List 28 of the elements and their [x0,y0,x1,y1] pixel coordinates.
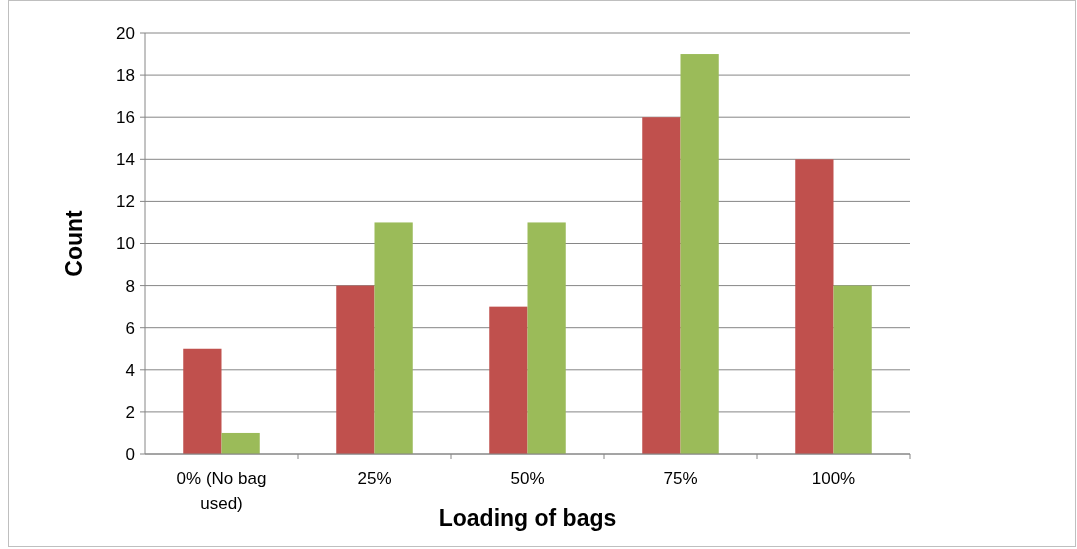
bar [680,54,719,454]
y-tick-label: 20 [116,23,135,43]
bar [642,117,681,454]
x-tick-label: 0% (No bag used) [176,469,267,513]
y-tick-label: 0 [125,444,135,464]
y-tick-label: 10 [116,234,135,254]
bar [527,222,566,454]
x-axis-title: Loading of bags [438,505,617,531]
y-tick-label: 12 [116,192,135,212]
y-tick-label: 16 [116,108,135,128]
bar [336,285,375,454]
y-tick-label: 8 [125,276,135,296]
x-tick-label: 25% [357,469,392,488]
y-tick-label: 2 [125,402,135,422]
x-tick-label: 100% [811,469,856,488]
bar [183,348,222,454]
bar [221,432,260,454]
x-tick-label: 75% [663,469,698,488]
bar [489,306,528,454]
bar [374,222,413,454]
y-tick-label: 4 [125,360,135,380]
y-axis-title: Count [61,209,87,277]
y-tick-label: 14 [116,150,135,170]
y-tick-label: 18 [116,66,135,86]
bar [795,159,834,454]
bar [833,285,872,454]
y-tick-label: 6 [125,318,135,338]
x-tick-label: 50% [510,469,545,488]
